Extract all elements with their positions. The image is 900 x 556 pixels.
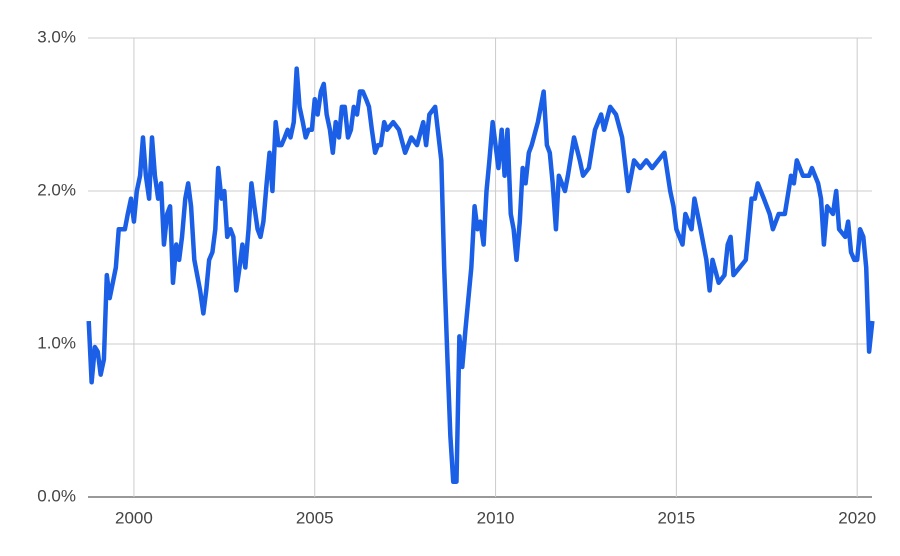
x-tick-label: 2010: [477, 508, 515, 527]
x-tick-label: 2005: [296, 508, 334, 527]
x-tick-label: 2000: [115, 508, 153, 527]
y-tick-label: 2.0%: [37, 180, 76, 199]
data-line: [86, 66, 875, 484]
y-tick-label: 1.0%: [37, 333, 76, 352]
x-tick-label: 2020: [838, 508, 876, 527]
x-tick-label: 2015: [657, 508, 695, 527]
y-tick-label: 0.0%: [37, 486, 76, 505]
y-tick-label: 3.0%: [37, 27, 76, 46]
